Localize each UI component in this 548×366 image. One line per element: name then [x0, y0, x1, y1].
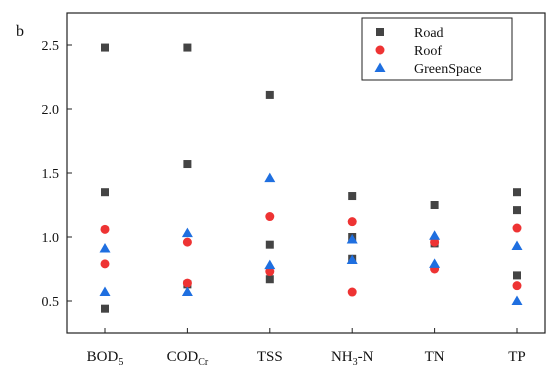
road-point — [183, 43, 192, 52]
road-point — [101, 304, 109, 313]
series-roof — [100, 212, 522, 297]
greenspace-point — [346, 234, 358, 244]
roof-point — [347, 217, 357, 227]
road-point — [430, 201, 439, 209]
legend-marker-road — [376, 28, 384, 36]
x-tick-label: BOD5 — [87, 349, 124, 366]
roof-point — [512, 223, 522, 233]
y-tick-label: 2.5 — [42, 39, 60, 54]
road-point — [183, 160, 192, 169]
roof-point — [347, 287, 357, 297]
x-tick-label-main: TN — [425, 349, 445, 365]
x-tick-label-subscript: 5 — [118, 357, 123, 366]
greenspace-point — [264, 259, 276, 270]
x-tick-label: TN — [425, 349, 445, 365]
road-point — [513, 271, 521, 280]
legend-marker-roof — [375, 45, 385, 55]
legend-label: Road — [414, 26, 444, 41]
y-tick-label: 0.5 — [42, 295, 60, 310]
legend-marker-greenspace — [374, 62, 386, 72]
greenspace-point — [99, 243, 111, 253]
roof-point — [100, 259, 110, 269]
greenspace-point — [511, 295, 523, 305]
greenspace-point — [429, 258, 441, 268]
x-tick-label-main: TSS — [257, 349, 283, 365]
road-point — [101, 43, 109, 52]
roof-point — [265, 267, 275, 277]
roof-point — [100, 224, 110, 234]
legend: Road Roof GreenSpace — [361, 17, 513, 81]
series-greenspace — [99, 172, 523, 305]
roof-point — [512, 281, 522, 291]
x-tick-label-main: TP — [508, 349, 526, 365]
x-axis: BOD5 CODCr TSS NH3-N TN TP — [87, 328, 526, 366]
y-tick-label: 1.5 — [42, 167, 60, 182]
road-point — [101, 188, 109, 197]
x-tick-label-subscript: 3 — [353, 357, 358, 366]
x-tick-label: CODCr — [167, 349, 209, 366]
roof-point — [182, 237, 192, 247]
x-tick-label-main: BOD — [87, 349, 119, 365]
roof-point — [265, 212, 275, 222]
greenspace-point — [264, 172, 276, 183]
y-tick-label: 2.0 — [42, 103, 60, 118]
road-point — [265, 90, 274, 99]
road-point — [513, 206, 521, 215]
greenspace-point — [511, 240, 523, 250]
roof-point — [430, 237, 440, 247]
road-point — [348, 192, 357, 201]
legend-label: Roof — [414, 44, 442, 59]
road-point — [265, 275, 274, 284]
legend-box — [361, 17, 513, 81]
x-tick-label-main: COD — [167, 349, 199, 365]
roof-point — [182, 278, 192, 288]
y-tick-label: 1.0 — [42, 231, 60, 246]
x-tick-label: TP — [508, 349, 526, 365]
road-point — [265, 240, 274, 249]
road-point — [513, 188, 521, 197]
x-tick-label-subscript: Cr — [198, 357, 209, 366]
greenspace-point — [181, 227, 193, 238]
series-road — [101, 43, 521, 313]
x-tick-label: NH3-N — [331, 349, 374, 366]
x-tick-label-suffix: -N — [358, 349, 374, 365]
legend-label: GreenSpace — [414, 62, 482, 77]
greenspace-point — [99, 286, 111, 297]
x-tick-label-main: NH — [331, 349, 353, 365]
greenspace-point — [181, 286, 193, 297]
data-points — [99, 43, 523, 313]
greenspace-point — [346, 254, 358, 265]
x-tick-label: TSS — [257, 349, 283, 365]
greenspace-point — [429, 230, 441, 240]
panel-label: b — [16, 23, 24, 40]
y-axis: 0.5 1.0 1.5 2.0 2.5 — [42, 39, 72, 310]
